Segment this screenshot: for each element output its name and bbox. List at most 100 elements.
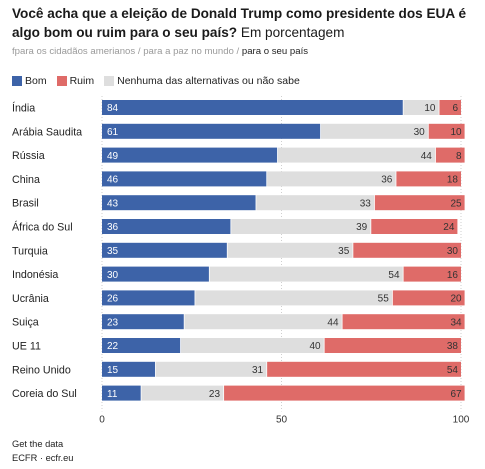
legend-item-nenhuma[interactable]: Nenhuma das alternativas ou não sabe — [104, 75, 300, 87]
chart-title-unit: Em porcentagem — [240, 25, 345, 40]
legend-item-bom[interactable]: Bom — [12, 75, 47, 87]
bar-segment — [227, 242, 353, 258]
bar-segment — [102, 195, 256, 211]
data-label: 16 — [447, 270, 459, 281]
category-label: Turquia — [12, 245, 48, 257]
bar-segment — [439, 100, 461, 115]
category-label: Coreia do Sul — [12, 388, 77, 400]
bar-segment — [224, 385, 465, 401]
category-label: Suiça — [12, 317, 39, 329]
data-label: 26 — [107, 294, 119, 305]
bar-segment — [141, 385, 224, 401]
bar-segment — [374, 195, 465, 211]
bar-segment — [371, 219, 458, 234]
legend-swatch-ruim — [56, 76, 67, 86]
bar-segment — [102, 147, 278, 163]
bar-segment — [267, 171, 396, 187]
bar-segment — [102, 123, 321, 139]
data-label: 11 — [107, 389, 118, 400]
source-credit: ECFR · ecfr.eu — [12, 453, 74, 463]
category-label: Rússia — [12, 150, 45, 162]
chart-legend: Bom Ruim Nenhuma das alternativas ou não… — [12, 75, 310, 87]
bar-segment — [324, 338, 461, 353]
data-label: 10 — [450, 127, 462, 138]
tab-paz-no-mundo[interactable]: para a paz no mundo — [143, 46, 234, 57]
data-label: 54 — [447, 365, 459, 376]
tab-cidadaos-americanos[interactable]: fpara os cidadãos amerianos — [12, 46, 136, 57]
data-label: 20 — [450, 294, 462, 305]
data-label: 35 — [338, 246, 350, 257]
bar-segment — [102, 171, 267, 187]
bar-segment — [396, 171, 461, 187]
bar-segment — [320, 123, 428, 139]
chart-title: Você acha que a eleição de Donald Trump … — [12, 4, 478, 42]
x-tick-label: 50 — [276, 414, 288, 425]
bar-segment — [267, 361, 461, 377]
bar-segment — [184, 314, 342, 330]
bar-segment — [102, 266, 209, 282]
chart-footer: Get the data ECFR · ecfr.eu — [12, 437, 73, 465]
data-label: 30 — [107, 270, 119, 281]
data-label: 67 — [450, 389, 462, 400]
tab-seu-pais[interactable]: para o seu país — [241, 46, 309, 57]
legend-label-ruim: Ruim — [69, 75, 95, 87]
data-label: 49 — [107, 151, 119, 162]
data-label: 43 — [107, 198, 119, 209]
data-label: 61 — [107, 127, 119, 138]
data-label: 84 — [107, 103, 119, 114]
bar-segment — [102, 100, 403, 115]
bar-segment — [209, 266, 403, 282]
category-label: Indonésia — [12, 269, 58, 281]
legend-swatch-bom — [12, 76, 22, 86]
category-label: UE 11 — [12, 341, 41, 353]
data-label: 23 — [107, 317, 119, 328]
data-label: 44 — [421, 151, 433, 162]
category-label: Reino Unido — [12, 364, 71, 376]
data-label: 18 — [447, 175, 459, 186]
legend-label-nenhuma: Nenhuma das alternativas ou não sabe — [117, 75, 300, 87]
data-label: 54 — [388, 270, 400, 281]
category-label: Arábia Saudita — [12, 126, 82, 138]
data-label: 35 — [107, 246, 119, 257]
data-label: 24 — [443, 222, 455, 233]
data-label: 30 — [414, 127, 426, 138]
bar-segment — [403, 266, 461, 282]
view-tabs: fpara os cidadãos amerianos / para a paz… — [12, 46, 308, 57]
bar-segment — [428, 123, 465, 139]
data-label: 36 — [381, 175, 393, 186]
category-label: Brasil — [12, 198, 39, 210]
bar-segment — [353, 242, 461, 258]
data-label: 25 — [450, 198, 462, 209]
data-label: 40 — [309, 341, 321, 352]
data-label: 8 — [456, 151, 462, 162]
data-label: 30 — [447, 246, 459, 257]
x-tick-label: 0 — [99, 414, 105, 425]
data-label: 39 — [356, 222, 368, 233]
category-label: Índia — [12, 102, 35, 115]
category-label: África do Sul — [12, 221, 73, 234]
bar-segment — [403, 100, 439, 115]
bar-segment — [195, 290, 392, 306]
bar-segment — [102, 361, 156, 377]
category-label: China — [12, 174, 40, 186]
data-label: 38 — [447, 341, 459, 352]
bar-segment — [256, 195, 375, 211]
bar-segment — [102, 314, 184, 330]
legend-label-bom: Bom — [25, 75, 47, 87]
chart-title-question: Você acha que a eleição de Donald Trump … — [12, 6, 467, 40]
bar-segment — [102, 385, 141, 401]
data-label: 44 — [327, 317, 339, 328]
get-the-data-link[interactable]: Get the data — [12, 439, 64, 449]
tab-separator: / — [233, 46, 242, 57]
bar-segment — [102, 290, 195, 306]
data-label: 23 — [209, 389, 221, 400]
legend-item-ruim[interactable]: Ruim — [56, 75, 95, 87]
bar-segment — [231, 219, 371, 234]
data-label: 46 — [107, 175, 119, 186]
data-label: 34 — [450, 317, 462, 328]
tab-separator: / — [135, 46, 144, 57]
data-label: 6 — [452, 103, 458, 114]
bar-segment — [102, 338, 181, 353]
data-label: 22 — [107, 341, 119, 352]
